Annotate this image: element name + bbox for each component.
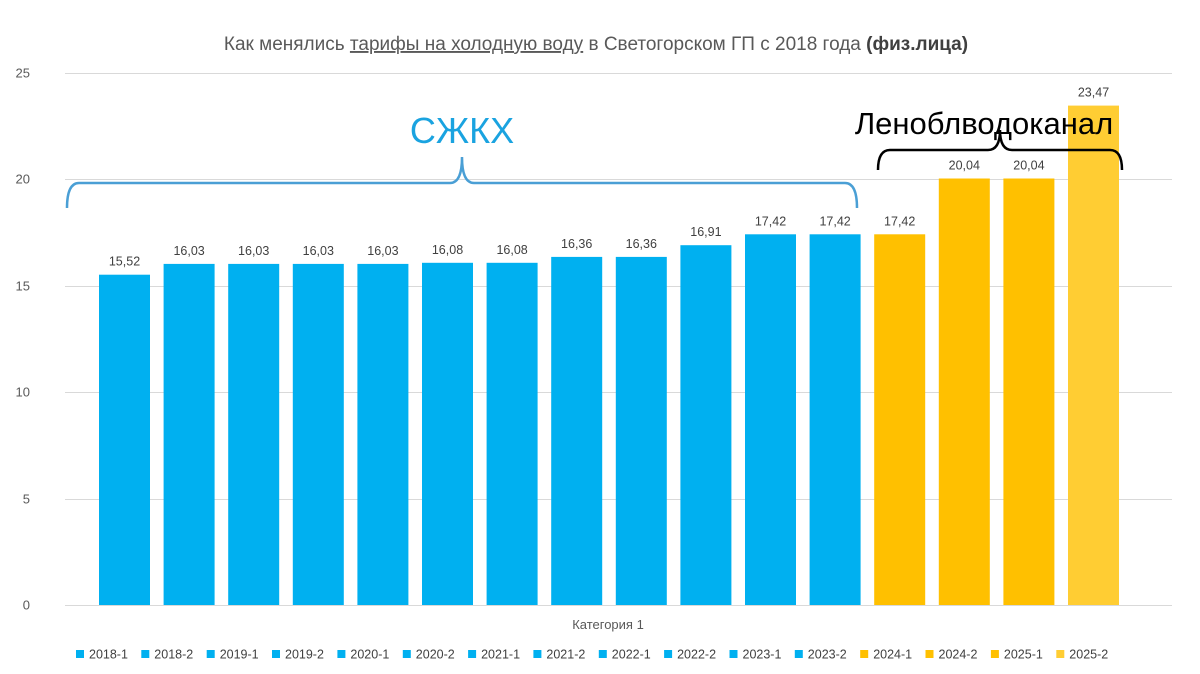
data-label-2021-2: 16,36 xyxy=(561,237,592,251)
bar-2025-2 xyxy=(1068,105,1119,605)
legend-label-2022-1: 2022-1 xyxy=(612,648,651,662)
data-label-2020-1: 16,03 xyxy=(367,244,398,258)
legend-label-2020-1: 2020-1 xyxy=(350,648,389,662)
data-label-2024-2: 20,04 xyxy=(949,159,980,173)
bar-2021-1 xyxy=(486,262,538,605)
y-tick-label-20: 20 xyxy=(16,172,30,187)
legend: 2018-1 2018-2 2019-1 2019-2 2020-1 2020-2 2021… xyxy=(76,648,1108,662)
bar-2018-2 xyxy=(163,263,215,605)
legend-label-2020-2: 2020-2 xyxy=(416,648,455,662)
legend-label-2021-2: 2021-2 xyxy=(546,648,585,662)
y-tick-label-25: 25 xyxy=(16,66,30,81)
legend-swatch-2021-1 xyxy=(468,650,477,658)
data-label-2018-2: 16,03 xyxy=(173,244,204,258)
legend-swatch-2019-2 xyxy=(272,650,280,658)
data-label-2023-2: 17,42 xyxy=(819,214,850,228)
data-label-2025-2: 23,47 xyxy=(1078,86,1109,100)
chart-title: Как менялись тарифы на холодную воду в С… xyxy=(224,34,968,55)
data-label-2023-1: 17,42 xyxy=(755,214,786,228)
bar-2019-1 xyxy=(228,263,280,605)
legend-swatch-2025-2 xyxy=(1056,650,1065,658)
bar-2020-1 xyxy=(357,263,409,605)
legend-swatch-2022-2 xyxy=(664,650,673,658)
chart-title-part3: в Светогорском ГП с 2018 года xyxy=(583,34,866,55)
bar-2023-1 xyxy=(745,234,796,606)
legend-swatch-2018-1 xyxy=(76,650,84,658)
legend-swatch-2025-1 xyxy=(990,650,999,658)
legend-swatch-2020-2 xyxy=(402,650,411,658)
legend-label-2023-2: 2023-2 xyxy=(808,648,847,662)
bar-2024-1 xyxy=(874,234,926,606)
y-tick-label-15: 15 xyxy=(16,279,30,294)
bar-2021-2 xyxy=(551,256,603,605)
y-tick-label-0: 0 xyxy=(23,598,30,613)
chart-title-part1: Как менялись xyxy=(224,34,350,55)
legend-label-2021-1: 2021-1 xyxy=(481,648,520,662)
data-label-2020-2: 16,08 xyxy=(432,243,463,257)
group-bracket-2 xyxy=(876,129,1124,171)
legend-label-2025-2: 2025-2 xyxy=(1069,648,1108,662)
data-label-2019-1: 16,03 xyxy=(238,244,269,258)
group-annotations: СЖКХ Леноблводоканал xyxy=(65,106,1124,209)
y-tick-label-5: 5 xyxy=(23,492,30,507)
bar-2022-1 xyxy=(615,256,667,605)
data-label-2022-1: 16,36 xyxy=(626,237,657,251)
legend-swatch-2018-2 xyxy=(141,650,150,658)
legend-label-2022-2: 2022-2 xyxy=(677,648,716,662)
data-label-2021-1: 16,08 xyxy=(496,243,527,257)
legend-label-2025-1: 2025-1 xyxy=(1004,648,1043,662)
legend-swatch-2020-1 xyxy=(337,650,346,658)
bar-2019-2 xyxy=(292,263,344,605)
chart-title-part2: тарифы на холодную воду xyxy=(350,34,584,55)
legend-swatch-2023-1 xyxy=(729,650,738,658)
legend-label-2019-2: 2019-2 xyxy=(285,648,324,662)
bar-2025-1 xyxy=(1003,178,1055,605)
group-bracket-1 xyxy=(65,156,859,209)
legend-label-2019-1: 2019-1 xyxy=(220,648,259,662)
group-label-2: Леноблводоканал xyxy=(855,106,1113,141)
y-tick-label-10: 10 xyxy=(16,385,30,400)
legend-label-2023-1: 2023-1 xyxy=(743,648,782,662)
legend-label-2024-1: 2024-1 xyxy=(873,648,912,662)
legend-swatch-2022-1 xyxy=(598,650,607,658)
legend-label-2024-2: 2024-2 xyxy=(939,648,978,662)
bars xyxy=(99,105,1119,606)
legend-swatch-2021-2 xyxy=(533,650,542,658)
x-axis-category-label: Категория 1 xyxy=(572,617,644,632)
group-label-1: СЖКХ xyxy=(410,110,514,151)
bar-2022-2 xyxy=(680,245,732,605)
data-label-2024-1: 17,42 xyxy=(884,214,915,228)
data-label-2018-1: 15,52 xyxy=(109,255,140,269)
bar-2020-2 xyxy=(422,262,473,605)
legend-label-2018-2: 2018-2 xyxy=(154,648,193,662)
legend-label-2018-1: 2018-1 xyxy=(89,648,128,662)
data-label-2025-1: 20,04 xyxy=(1013,159,1044,173)
bar-2024-2 xyxy=(938,178,990,605)
data-label-2019-2: 16,03 xyxy=(303,244,334,258)
legend-swatch-2024-2 xyxy=(925,650,934,658)
data-labels: 15,52 16,03 16,03 16,03 16,03 16,08 16,08 16,36… xyxy=(109,86,1109,269)
legend-swatch-2019-1 xyxy=(206,650,215,658)
chart-title-part4: (физ.лица) xyxy=(866,34,968,55)
bar-2018-1 xyxy=(99,274,150,605)
legend-swatch-2023-2 xyxy=(794,650,803,658)
data-label-2022-2: 16,91 xyxy=(690,225,721,239)
bar-2023-2 xyxy=(809,234,861,606)
y-axis-ticks: 0 5 10 15 20 25 xyxy=(16,66,30,613)
legend-swatch-2024-1 xyxy=(860,650,869,658)
